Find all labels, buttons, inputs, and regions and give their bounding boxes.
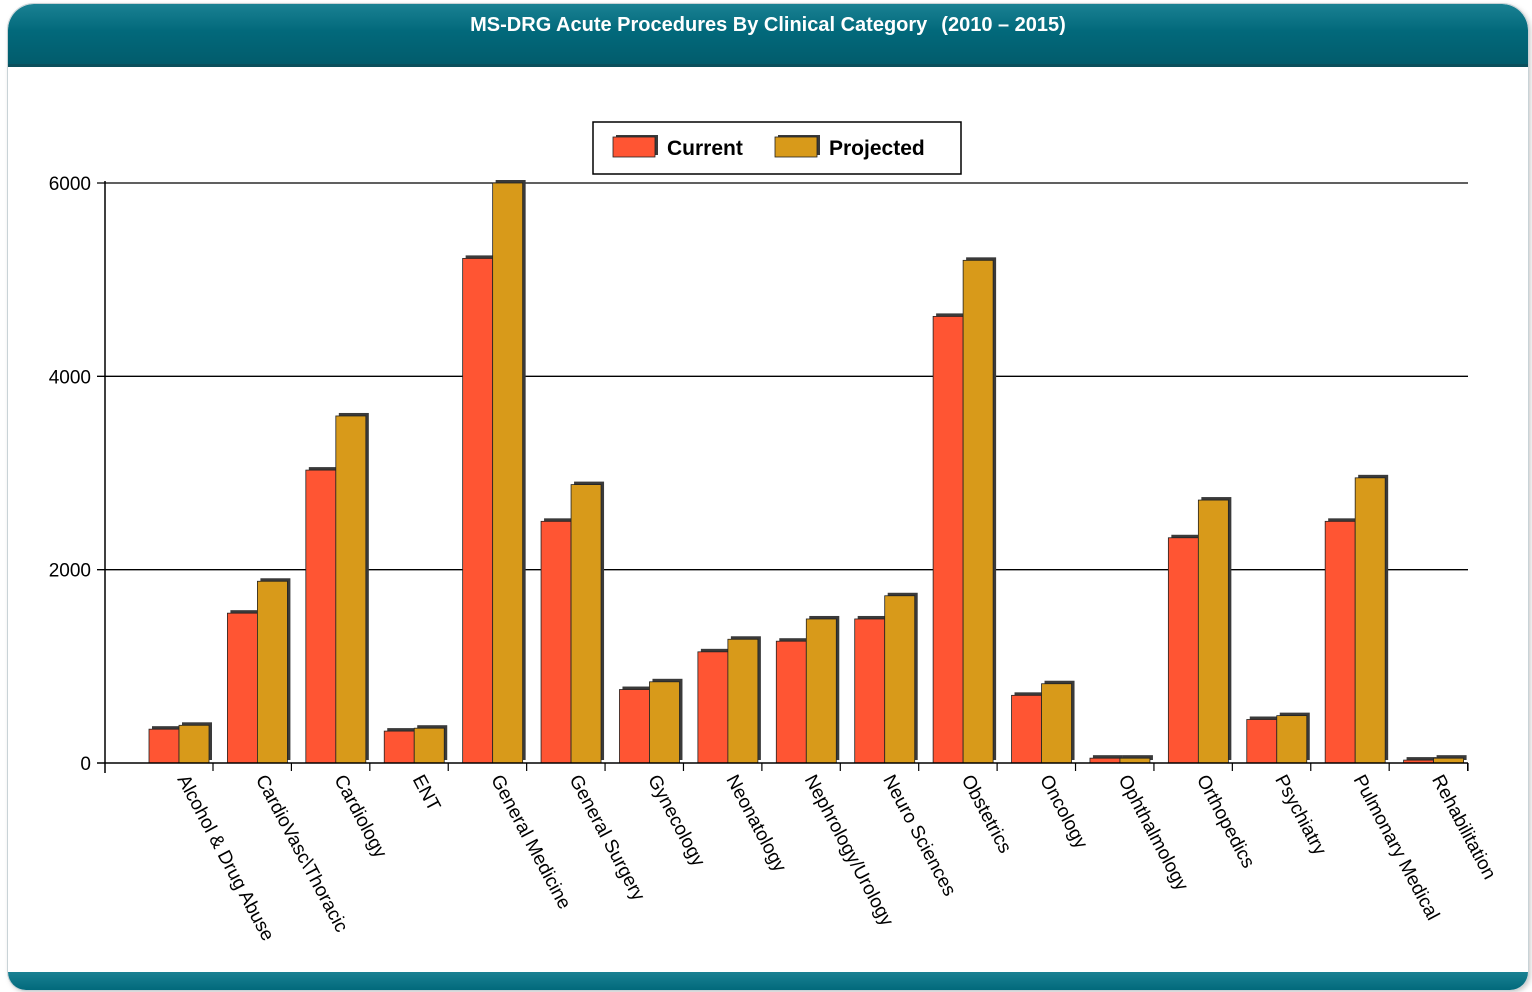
x-category-label: Gynecology [643, 771, 709, 870]
chart-title: MS-DRG Acute Procedures By Clinical Cate… [8, 14, 1528, 37]
grid-lines [97, 182, 1468, 571]
bar-projected [1041, 683, 1072, 764]
bar-current [854, 618, 886, 764]
bar-current [932, 315, 964, 764]
title-bar: MS-DRG Acute Procedures By Clinical Cate… [8, 4, 1528, 67]
x-category-label: Obstetrics [957, 771, 1016, 856]
x-category-label: Ophthalmology [1114, 771, 1193, 894]
bar-projected [727, 638, 759, 764]
bar-shadow [1092, 755, 1123, 760]
bar-current [227, 612, 258, 764]
bar-shadow [1406, 757, 1437, 760]
x-category-label: Psychiatry [1270, 771, 1330, 859]
bar-current [148, 728, 180, 764]
bottom-bar [8, 972, 1528, 990]
bar-projected [335, 415, 367, 764]
y-tick-label: 6000 [49, 174, 91, 195]
bar-shadow [1436, 755, 1467, 760]
x-category-label: Pulmonary Medical [1349, 771, 1443, 924]
bar-current [619, 689, 650, 764]
bar-current [305, 469, 337, 764]
bar-projected [805, 618, 837, 764]
legend: Current Projected [592, 121, 962, 175]
x-category-label: Cardiology [329, 771, 390, 861]
x-category-label: Neuro Sciences [878, 771, 960, 899]
chart-title-years: (2010 – 2015) [941, 14, 1066, 36]
y-tick-label: 4000 [49, 367, 91, 388]
x-category-label: Rehabilitation [1427, 771, 1500, 883]
bar-projected [1354, 477, 1386, 764]
x-category-label: General Surgery [565, 771, 649, 904]
x-category-label: General Medicine [486, 771, 574, 912]
bar-current [383, 730, 415, 764]
x-category-label: ENT [408, 771, 445, 815]
legend-label-current: Current [667, 137, 743, 160]
chart-title-main: MS-DRG Acute Procedures By Clinical Cate… [470, 14, 928, 36]
bar-current [540, 520, 572, 764]
bar-projected [570, 484, 602, 764]
bars [148, 180, 1467, 764]
legend-label-projected: Projected [829, 137, 925, 160]
x-category-label: Neonatology [721, 771, 790, 876]
bar-current [1167, 537, 1199, 764]
bar-projected [1276, 715, 1308, 764]
bar-projected [1197, 499, 1229, 764]
legend-swatch-projected [774, 136, 818, 158]
bar-projected [649, 681, 680, 764]
legend-swatch-current [612, 136, 656, 158]
y-tick-label: 2000 [49, 561, 91, 582]
bar-shadow [1122, 755, 1153, 760]
bar-current [697, 651, 729, 764]
bar-projected [257, 580, 288, 764]
x-category-label: Nephrology/Urology [800, 771, 898, 930]
bar-projected [413, 727, 445, 764]
x-category-label: Oncology [1035, 771, 1091, 852]
bar-projected [884, 595, 916, 764]
bar-projected [178, 724, 210, 764]
bar-projected [962, 259, 994, 764]
bar-current [775, 640, 807, 764]
bar-projected [492, 182, 524, 764]
bar-current [1246, 719, 1278, 764]
x-category-label: Orthopedics [1192, 771, 1259, 871]
bar-current [462, 257, 494, 764]
y-tick-label: 0 [80, 754, 91, 775]
bar-current [1011, 694, 1042, 764]
bar-current [1324, 520, 1356, 764]
